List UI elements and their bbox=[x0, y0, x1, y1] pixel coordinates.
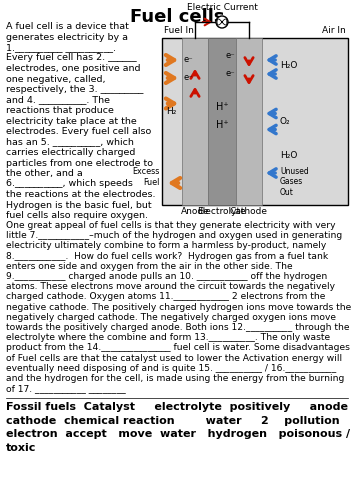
Bar bbox=[162, 38, 348, 205]
Bar bbox=[236, 38, 262, 205]
Text: e⁻: e⁻ bbox=[183, 74, 193, 82]
Text: electrodes, one positive and: electrodes, one positive and bbox=[6, 64, 141, 73]
Text: Cathode: Cathode bbox=[230, 207, 268, 216]
Text: charged cathode. Oxygen atoms 11.____________ 2 electrons from the: charged cathode. Oxygen atoms 11._______… bbox=[6, 292, 325, 302]
Text: Electric Current: Electric Current bbox=[187, 3, 257, 12]
Text: Unused
Gases
Out: Unused Gases Out bbox=[280, 167, 309, 197]
Text: H⁺: H⁺ bbox=[216, 120, 228, 130]
Text: of Fuel cells are that the catalyst used to lower the Activation energy will: of Fuel cells are that the catalyst used… bbox=[6, 354, 342, 362]
Text: towards the positively charged anode. Both ions 12.__________ through the: towards the positively charged anode. Bo… bbox=[6, 323, 349, 332]
Text: the other, and a: the other, and a bbox=[6, 169, 83, 178]
Text: negative cathode. The positively charged hydrogen ions move towards the: negative cathode. The positively charged… bbox=[6, 302, 351, 312]
Text: 1.__________ __________.: 1.__________ __________. bbox=[6, 43, 116, 52]
Text: 9.___________ charged anode pulls an 10. ___________ off the hydrogen: 9.___________ charged anode pulls an 10.… bbox=[6, 272, 327, 281]
Bar bbox=[208, 38, 236, 205]
Text: Fuel cells: Fuel cells bbox=[130, 8, 224, 26]
Text: 8.___________.  How do fuel cells work?  Hydrogen gas from a fuel tank: 8.___________. How do fuel cells work? H… bbox=[6, 252, 328, 260]
Text: One great appeal of fuel cells is that they generate electricity with very: One great appeal of fuel cells is that t… bbox=[6, 221, 336, 230]
Text: toxic: toxic bbox=[6, 443, 36, 453]
Text: little 7.___________–much of the hydrogen and oxygen used in generating: little 7.___________–much of the hydroge… bbox=[6, 231, 342, 240]
Text: Fuel In: Fuel In bbox=[164, 26, 194, 35]
Text: e⁻: e⁻ bbox=[225, 70, 235, 78]
Text: the reactions at the electrodes.: the reactions at the electrodes. bbox=[6, 190, 155, 199]
Text: and 4. __________. The: and 4. __________. The bbox=[6, 96, 110, 104]
Text: A fuel cell is a device that: A fuel cell is a device that bbox=[6, 22, 129, 31]
Text: negatively charged cathode. The negatively charged oxygen ions move: negatively charged cathode. The negative… bbox=[6, 313, 336, 322]
Text: H₂O: H₂O bbox=[280, 62, 297, 70]
Text: electrodes. Every fuel cell also: electrodes. Every fuel cell also bbox=[6, 127, 151, 136]
Text: Every fuel cell has 2. ______: Every fuel cell has 2. ______ bbox=[6, 54, 137, 62]
Text: respectively, the 3. _________: respectively, the 3. _________ bbox=[6, 85, 143, 94]
Text: electron  accept   move  water   hydrogen   poisonous /: electron accept move water hydrogen pois… bbox=[6, 430, 350, 440]
Text: electrolyte where the combine and form 13.__________. The only waste: electrolyte where the combine and form 1… bbox=[6, 333, 330, 342]
Text: Electrolyte: Electrolyte bbox=[198, 207, 246, 216]
Text: eventually need disposing of and is quite 15. __________ / 16.___________: eventually need disposing of and is quit… bbox=[6, 364, 336, 373]
Text: 6.__________, which speeds: 6.__________, which speeds bbox=[6, 180, 133, 188]
Text: Fossil fuels  Catalyst     electrolyte  positively     anode: Fossil fuels Catalyst electrolyte positi… bbox=[6, 402, 348, 412]
Text: enters one side and oxygen from the air in the other side. The: enters one side and oxygen from the air … bbox=[6, 262, 293, 271]
Text: product from the 14._______________ fuel cell is water. Some disadvantages: product from the 14._______________ fuel… bbox=[6, 344, 350, 352]
Text: Excess
Fuel: Excess Fuel bbox=[133, 168, 160, 186]
Text: Anode: Anode bbox=[181, 207, 209, 216]
Text: and the hydrogen for the cell, is made using the energy from the burning: and the hydrogen for the cell, is made u… bbox=[6, 374, 344, 383]
Text: atoms. These electrons move around the circuit towards the negatively: atoms. These electrons move around the c… bbox=[6, 282, 335, 291]
Text: O₂: O₂ bbox=[280, 117, 291, 126]
Text: generates electricity by a: generates electricity by a bbox=[6, 32, 128, 42]
Text: particles from one electrode to: particles from one electrode to bbox=[6, 158, 153, 168]
Text: has an 5. __________, which: has an 5. __________, which bbox=[6, 138, 134, 146]
Text: electricity ultimately combine to form a harmless by-product, namely: electricity ultimately combine to form a… bbox=[6, 242, 326, 250]
Circle shape bbox=[216, 16, 228, 28]
Text: H⁺: H⁺ bbox=[216, 102, 228, 113]
Text: Hydrogen is the basic fuel, but: Hydrogen is the basic fuel, but bbox=[6, 200, 152, 209]
Text: e⁻: e⁻ bbox=[183, 56, 193, 64]
Text: one negative, called,: one negative, called, bbox=[6, 74, 105, 84]
Bar bbox=[182, 38, 208, 205]
Text: reactions that produce: reactions that produce bbox=[6, 106, 114, 115]
Text: carries electrically charged: carries electrically charged bbox=[6, 148, 135, 157]
Text: H₂O: H₂O bbox=[280, 150, 297, 160]
Text: electricity take place at the: electricity take place at the bbox=[6, 116, 137, 126]
Text: cathode  chemical reaction        water     2    pollution: cathode chemical reaction water 2 pollut… bbox=[6, 416, 339, 426]
Text: e⁻: e⁻ bbox=[225, 52, 235, 60]
Text: Air In: Air In bbox=[322, 26, 346, 35]
Text: H₂: H₂ bbox=[166, 107, 176, 116]
Text: of 17. ___________ ________: of 17. ___________ ________ bbox=[6, 384, 126, 393]
Text: fuel cells also require oxygen.: fuel cells also require oxygen. bbox=[6, 211, 148, 220]
